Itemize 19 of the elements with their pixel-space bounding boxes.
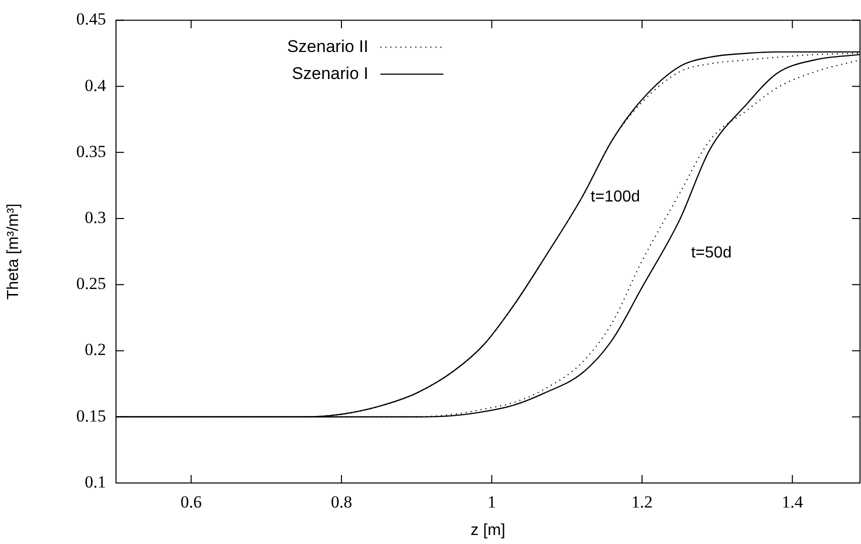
y-tick-label: 0.25 — [76, 274, 106, 294]
x-tick-label: 1.4 — [782, 492, 804, 512]
annotation: t=100d — [590, 188, 640, 206]
legend-label: Szenario II — [287, 36, 368, 56]
y-tick-label: 0.3 — [84, 208, 106, 228]
legend-label: Szenario I — [292, 64, 368, 83]
y-tick-label: 0.15 — [76, 406, 106, 426]
x-tick-label: 1.2 — [631, 492, 653, 512]
annotation: t=50d — [691, 244, 732, 262]
y-tick-label: 0.4 — [84, 76, 106, 95]
y-tick-label: 0.2 — [84, 340, 106, 360]
x-tick-label: 1 — [488, 492, 496, 512]
y-axis-title: Theta [m³/m³] — [5, 204, 22, 300]
x-axis-title: z [m] — [470, 522, 506, 539]
x-tick-label: 0.8 — [330, 492, 352, 512]
y-tick-label: 0.35 — [76, 142, 106, 161]
y-tick-label: 0.1 — [84, 472, 106, 492]
y-tick-label: 0.45 — [76, 10, 106, 29]
x-tick-label: 0.6 — [180, 492, 202, 512]
